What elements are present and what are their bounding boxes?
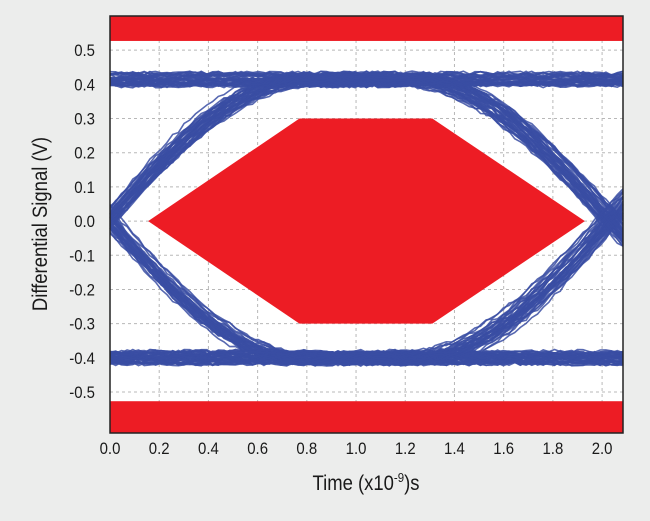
y-tick-label: -0.4 <box>69 350 95 368</box>
upper-mask-band <box>110 16 623 41</box>
eye-trace <box>109 77 624 219</box>
x-tick-label: 2.0 <box>592 440 613 458</box>
x-tick-label: 0.8 <box>296 440 317 458</box>
x-tick-label: 1.2 <box>395 440 416 458</box>
eye-trace <box>109 191 624 355</box>
eye-trace <box>109 82 624 243</box>
center-mask-hexagon <box>148 118 585 324</box>
eye-trace <box>109 72 624 235</box>
eye-traces <box>109 70 624 368</box>
x-tick-label: 0.6 <box>247 440 268 458</box>
x-axis-label: Time (x10-9)s <box>313 470 420 495</box>
y-tick-label: 0.4 <box>74 77 95 95</box>
eye-trace <box>109 360 624 367</box>
y-tick-label: 0.5 <box>74 42 95 60</box>
y-tick-label: 0.3 <box>74 111 95 129</box>
eye-trace <box>109 357 624 363</box>
plot-frame <box>109 15 624 434</box>
x-tick-label: 1.6 <box>493 440 514 458</box>
lower-mask-band <box>110 401 623 433</box>
y-tick-label: -0.5 <box>69 384 95 402</box>
x-tick-label: 1.8 <box>542 440 563 458</box>
x-tick-label: 0.0 <box>100 440 121 458</box>
eye-trace <box>109 212 624 365</box>
eye-mask <box>110 16 623 433</box>
eye-trace <box>109 75 624 225</box>
y-tick-label: -0.3 <box>69 316 95 334</box>
y-tick-label: 0.0 <box>74 213 95 231</box>
y-tick-label: 0.2 <box>74 145 95 163</box>
x-axis-label-exponent: -9 <box>394 470 404 485</box>
x-tick-labels: 0.0 0.2 0.4 0.6 0.8 1.0 1.2 1.4 1.6 1.8 2.0 <box>100 440 613 458</box>
x-tick-label: 1.4 <box>444 440 465 458</box>
eye-trace <box>109 197 624 359</box>
y-tick-label: 0.1 <box>74 179 95 197</box>
eye-trace <box>109 353 623 360</box>
x-tick-label: 1.0 <box>346 440 367 458</box>
y-tick-label: -0.1 <box>69 247 95 265</box>
x-tick-label: 0.2 <box>149 440 170 458</box>
eye-trace <box>109 204 624 366</box>
x-tick-label: 0.4 <box>198 440 219 458</box>
eye-trace <box>109 70 624 230</box>
y-axis-label: Differential Signal (V) <box>29 137 52 311</box>
y-tick-labels: 0.5 0.4 0.3 0.2 0.1 0.0 -0.1 -0.2 -0.3 -0.4 -0.5 <box>69 42 95 402</box>
y-tick-label: -0.2 <box>69 282 95 300</box>
